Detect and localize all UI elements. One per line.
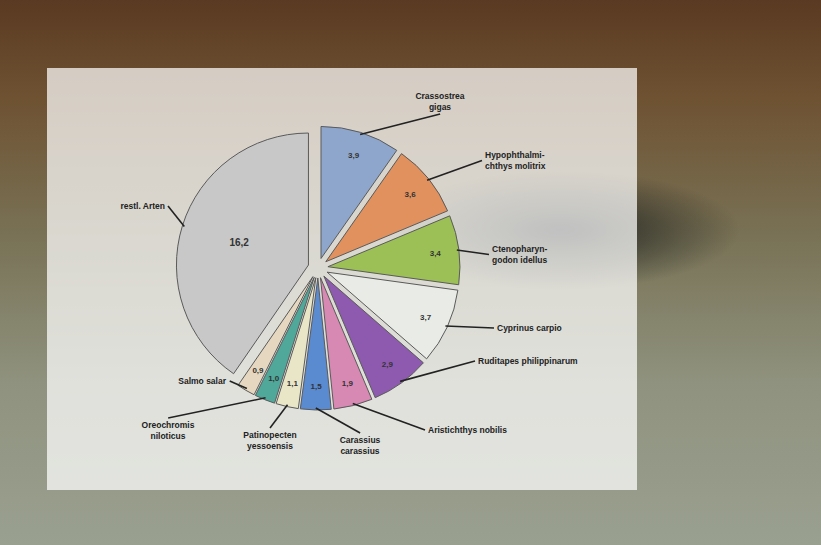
label-line: carassius (340, 446, 379, 456)
slices (168, 114, 494, 433)
slice (328, 216, 460, 285)
leader-line (168, 398, 265, 418)
label-line: Hypophthalmi- (485, 150, 545, 160)
data-label: 3,9 (348, 151, 360, 160)
leader-line (230, 381, 247, 389)
leader-line (168, 206, 184, 226)
leader-line (316, 408, 360, 433)
category-label: Patinopectenyessoensis (243, 430, 296, 451)
leader-line (360, 114, 440, 134)
label-line: Oreochromis (142, 420, 195, 430)
category-label: Oreochromisniloticus (142, 420, 195, 441)
data-label: 1,5 (311, 382, 323, 391)
category-label: restl. Arten (120, 201, 165, 211)
category-label: Salmo salar (178, 376, 226, 386)
label-line: Ctenopharyn- (492, 244, 547, 254)
leader-line (400, 361, 475, 381)
label-line: gigas (429, 102, 451, 112)
label-line: Ruditapes philippinarum (478, 356, 578, 366)
data-label: 3,6 (405, 190, 417, 199)
leader-line (270, 405, 288, 428)
panel (47, 68, 637, 490)
label-line: Carassius (340, 435, 381, 445)
data-label: 3,7 (420, 313, 432, 322)
category-label: Ruditapes philippinarum (478, 356, 578, 366)
category-label: Carassiuscarassius (340, 435, 381, 456)
data-label: 1,0 (268, 374, 280, 383)
label-line: niloticus (151, 431, 186, 441)
data-label: 0,9 (252, 366, 264, 375)
label-line: godon idellus (492, 255, 548, 265)
label-line: Patinopecten (243, 430, 296, 440)
label-line: Cyprinus carpio (497, 323, 562, 333)
label-line: Crassostrea (415, 91, 464, 101)
category-label: Aristichthys nobilis (428, 425, 507, 435)
label-line: Aristichthys nobilis (428, 425, 507, 435)
data-label: 16,2 (229, 237, 249, 248)
data-label: 3,4 (430, 249, 442, 258)
category-label: Crassostreagigas (415, 91, 464, 112)
label-line: Salmo salar (178, 376, 226, 386)
labels: 3,9 Crassostreagigas 3,6 Hypophthalmi-chthy… (120, 91, 578, 456)
label-line: restl. Arten (120, 201, 165, 211)
leader-line (445, 326, 494, 328)
data-label: 2,9 (382, 360, 394, 369)
slice (176, 133, 308, 374)
category-label: Cyprinus carpio (497, 323, 562, 333)
chart: 3,9 Crassostreagigas 3,6 Hypophthalmi-chthy… (0, 0, 821, 545)
data-label: 1,1 (287, 379, 299, 388)
category-label: Ctenopharyn-godon idellus (492, 244, 548, 265)
label-line: chthys molitrix (485, 161, 546, 171)
data-label: 1,9 (342, 379, 354, 388)
category-label: Hypophthalmi-chthys molitrix (485, 150, 546, 171)
leader-line (457, 250, 489, 255)
label-line: yessoensis (247, 441, 293, 451)
leader-line (353, 404, 425, 430)
leader-line (427, 161, 482, 181)
